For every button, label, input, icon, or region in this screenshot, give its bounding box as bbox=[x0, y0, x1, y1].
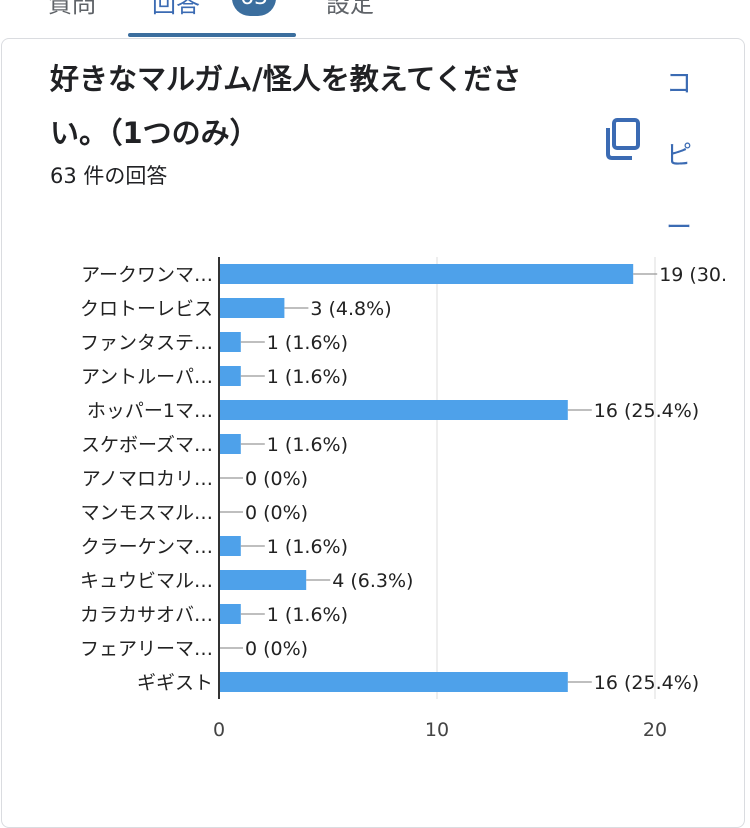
data-label: 16 (25.4%) bbox=[594, 400, 699, 422]
data-label: 0 (0%) bbox=[245, 468, 308, 490]
response-count: 63 件の回答 bbox=[50, 164, 168, 188]
bar bbox=[219, 434, 241, 454]
bar bbox=[219, 604, 241, 624]
category-label: アークワンマ… bbox=[81, 264, 213, 286]
data-label: 3 (4.8%) bbox=[310, 298, 391, 320]
x-tick-label: 10 bbox=[425, 719, 449, 741]
x-tick-label: 0 bbox=[213, 719, 225, 741]
category-label: クラーケンマ… bbox=[81, 536, 213, 558]
category-label: ファンタステ… bbox=[80, 332, 213, 354]
bar bbox=[219, 298, 285, 318]
bar bbox=[219, 366, 241, 386]
data-label: 0 (0%) bbox=[245, 638, 308, 660]
x-tick-label: 20 bbox=[643, 719, 667, 741]
bar bbox=[219, 264, 634, 284]
tab-settings[interactable]: 設定 bbox=[326, 0, 374, 18]
tab-bar: 質問 回答 63 設定 bbox=[0, 0, 750, 38]
data-label: 1 (1.6%) bbox=[267, 366, 348, 388]
data-label: 1 (1.6%) bbox=[267, 604, 348, 626]
data-label: 16 (25.4%) bbox=[594, 672, 699, 694]
question-title: 好きなマルガム/怪人を教えてください。（1つのみ） bbox=[50, 62, 522, 150]
category-label: キュウビマル… bbox=[80, 570, 213, 592]
data-label: 0 (0%) bbox=[245, 502, 308, 524]
data-label: 19 (30. bbox=[659, 264, 727, 286]
data-label: 4 (6.3%) bbox=[332, 570, 413, 592]
category-label: ホッパー1マ… bbox=[87, 400, 213, 422]
tab-responses[interactable]: 回答 bbox=[152, 0, 200, 18]
category-label: ギギスト bbox=[137, 672, 213, 694]
tab-questions[interactable]: 質問 bbox=[48, 0, 96, 18]
bar bbox=[219, 570, 307, 590]
data-label: 1 (1.6%) bbox=[267, 332, 348, 354]
active-tab-indicator bbox=[128, 33, 296, 37]
responses-count-badge: 63 bbox=[232, 0, 276, 16]
category-label: クロトーレビス bbox=[80, 298, 213, 320]
category-label: アントルーパ… bbox=[81, 366, 213, 388]
data-label: 1 (1.6%) bbox=[267, 434, 348, 456]
category-label: カラカサオバ… bbox=[80, 604, 213, 626]
bar bbox=[219, 536, 241, 556]
category-label: マンモスマル… bbox=[81, 502, 213, 524]
data-label: 1 (1.6%) bbox=[267, 536, 348, 558]
copy-chart-button[interactable]: コピー bbox=[665, 69, 692, 243]
bar bbox=[219, 400, 568, 420]
category-label: アノマロカリ… bbox=[82, 468, 213, 490]
bar bbox=[219, 672, 568, 692]
copy-icon[interactable] bbox=[604, 118, 642, 160]
bar bbox=[219, 332, 241, 352]
category-label: スケボーズマ… bbox=[81, 434, 213, 456]
category-label: フェアリーマ… bbox=[80, 638, 213, 660]
responses-bar-chart: 0 10 20 アークワンマ… 19 (30. クロトーレビス 3 (4.8%) ファンタステ… bbox=[80, 257, 727, 741]
